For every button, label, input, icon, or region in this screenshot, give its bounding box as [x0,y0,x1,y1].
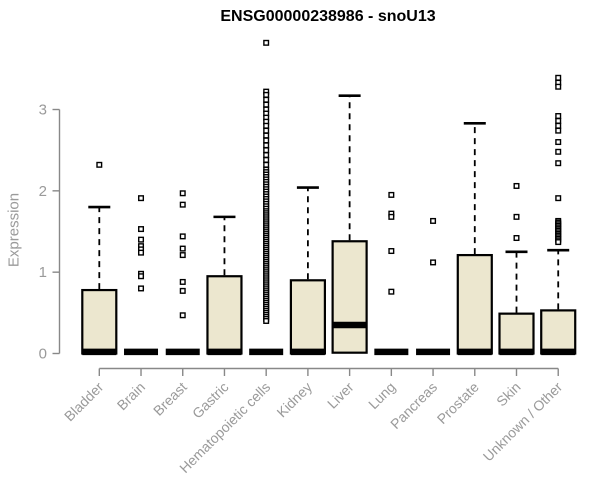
y-axis-label: Expression [5,192,23,268]
outlier-point [179,287,186,294]
outlier-point [263,161,270,168]
outlier-point [555,83,562,90]
outlier-point [179,252,186,259]
outlier-point [138,236,145,243]
outlier-point [263,91,270,98]
x-tick-label-unknown-other: Unknown / Other [480,379,566,465]
outlier-point [179,233,186,240]
outlier-point [138,249,145,256]
x-tick-label-liver: Liver [324,379,357,412]
outlier-point [263,122,270,129]
outlier-point [555,122,562,129]
outlier-point [179,278,186,285]
box-group-pancreas [416,217,451,356]
outlier-point [263,317,270,324]
outlier-point [555,74,562,81]
box-group-hematopoietic-cells [249,39,284,356]
box-group-skin [498,182,535,356]
outlier-point [388,288,395,295]
outlier-point [179,312,186,319]
x-tick-label-lung: Lung [365,379,398,412]
box-rect [206,275,243,355]
x-tick-label-breast: Breast [150,379,190,419]
x-tick-label-prostate: Prostate [434,379,482,427]
outlier-point [263,127,270,134]
box-rect [540,309,577,355]
outlier-point [138,285,145,292]
box-group-prostate [456,122,493,356]
outlier-point [263,142,270,149]
chart-title: ENSG00000238986 - snoU13 [220,8,436,25]
outlier-point [555,239,562,246]
outlier-point [138,226,145,233]
box-group-brain [124,195,159,356]
box-rect [498,312,535,355]
outlier-point [555,113,562,120]
box-group-gastric [206,215,243,356]
outlier-point [96,161,103,168]
outlier-point [513,235,520,242]
outlier-point [513,213,520,220]
outlier-point [179,190,186,197]
box-rect [331,240,368,354]
box-rect [81,288,118,355]
box-group-bladder [81,161,118,356]
outlier-point [430,217,437,224]
outlier-point [555,139,562,146]
outlier-point [555,127,562,134]
outlier-point [555,148,562,155]
outlier-point [388,248,395,255]
outlier-point [263,152,270,159]
y-tick-label: 3 [39,102,47,119]
outlier-point [179,245,186,252]
outlier-point [263,137,270,144]
y-tick-label: 0 [39,346,47,363]
x-tick-label-bladder: Bladder [61,379,107,425]
outlier-point [430,259,437,266]
box-group-kidney [289,186,326,356]
outlier-point [555,160,562,167]
outlier-point [179,201,186,208]
box-group-lung [374,191,409,356]
outlier-point [138,273,145,280]
outlier-point [263,147,270,154]
y-tick-label: 2 [39,183,47,200]
outlier-point [263,132,270,139]
outlier-point [138,195,145,202]
x-tick-label-kidney: Kidney [273,379,315,421]
outlier-point [555,117,562,124]
box-rect [289,279,326,355]
box-rect [456,253,493,355]
x-tick-label-brain: Brain [114,379,148,413]
outlier-point [263,39,270,46]
outlier-point [555,195,562,202]
box-group-unknown-other [540,74,577,356]
outlier-point [263,96,270,103]
y-tick-label: 1 [39,264,47,281]
outlier-point [388,191,395,198]
box-group-breast [165,190,200,356]
outlier-point [263,101,270,108]
outlier-point [513,182,520,189]
outlier-point [388,213,395,220]
x-tick-label-skin: Skin [493,379,524,410]
box-group-liver [331,94,368,354]
outlier-point [263,156,270,163]
